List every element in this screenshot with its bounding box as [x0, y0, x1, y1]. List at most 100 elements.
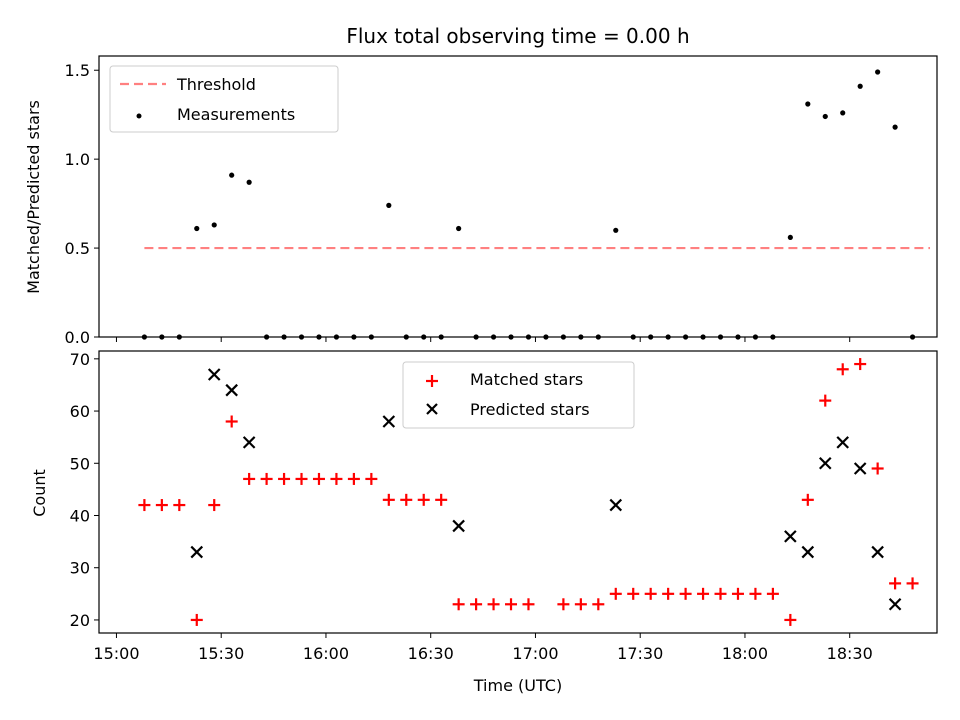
matched-star-point	[330, 472, 343, 485]
x-tick-label: 18:30	[827, 644, 873, 663]
x-tick-label: 18:00	[722, 644, 768, 663]
top-legend: Threshold Measurements	[109, 65, 339, 133]
measurement-point	[875, 69, 881, 75]
measurement-point	[211, 222, 217, 228]
predicted-star-point	[452, 519, 465, 533]
measurement-point	[386, 202, 392, 208]
measurement-point	[857, 83, 863, 89]
predicted-star-point	[836, 436, 850, 449]
predicted-star-point	[382, 415, 396, 428]
measurement-point	[229, 172, 235, 178]
chart-title: Flux total observing time = 0.00 h	[346, 24, 689, 48]
bottom-y-tick-label: 70	[70, 350, 90, 369]
matched-star-point	[155, 499, 168, 512]
matched-star-point	[714, 587, 727, 600]
predicted-star-point	[225, 383, 238, 397]
measurement-point	[333, 334, 340, 340]
measurement-point	[805, 101, 811, 107]
predicted-stars-points	[190, 368, 902, 611]
measurement-point	[525, 334, 532, 340]
bottom-legend-box	[402, 361, 635, 429]
matched-star-point	[225, 415, 238, 428]
measurement-point	[665, 334, 671, 340]
measurement-point	[141, 334, 147, 340]
top-y-axis-label: Matched/Predicted stars	[24, 100, 43, 294]
matched-star-point	[592, 598, 605, 611]
measurement-point	[543, 334, 549, 340]
matched-star-point	[854, 358, 867, 371]
bottom-y-tick-label: 20	[70, 611, 90, 630]
matched-star-point	[574, 598, 587, 611]
measurement-point	[630, 334, 636, 340]
matched-star-point	[505, 598, 518, 611]
matched-star-point	[173, 499, 186, 512]
matched-star-point	[278, 472, 291, 485]
top-y-tick-label: 1.0	[65, 150, 90, 169]
matched-star-point	[452, 598, 465, 611]
top-x-ticks	[115, 337, 851, 342]
measurement-point	[438, 334, 444, 340]
matched-star-point	[697, 587, 710, 600]
bottom-y-tick-label: 40	[70, 507, 90, 526]
measurement-point	[560, 334, 566, 340]
measurement-point	[421, 334, 427, 340]
top-y-tick-label: 1.5	[65, 61, 90, 80]
measurement-point	[246, 179, 252, 185]
bottom-y-tick-label: 60	[70, 402, 90, 421]
measurement-point	[613, 227, 619, 233]
top-y-tick-label: 0.0	[65, 328, 90, 347]
matched-star-point	[417, 493, 430, 506]
measurement-point	[735, 334, 741, 340]
bottom-y-tick-label: 30	[70, 559, 90, 578]
matched-star-point	[871, 462, 884, 475]
bottom-panel: 20 30 40 50 60 70 15:00 15:30 16:00 16:30 17:00 17…	[30, 350, 938, 695]
legend-predicted-label: Predicted stars	[470, 400, 590, 419]
legend-matched-label: Matched stars	[470, 370, 583, 389]
matched-star-point	[731, 587, 744, 600]
measurement-point	[508, 334, 514, 340]
x-tick-label: 17:00	[512, 644, 558, 663]
matched-star-point	[400, 493, 413, 506]
measurement-point	[909, 334, 916, 340]
matched-star-point	[801, 493, 814, 506]
x-tick-label: 15:30	[198, 644, 244, 663]
measurement-point	[368, 334, 374, 340]
x-tick-label: 15:00	[93, 644, 139, 663]
matched-star-point	[766, 587, 779, 600]
bottom-y-axis-label: Count	[30, 469, 49, 517]
x-axis-label: Time (UTC)	[473, 676, 562, 695]
measurement-point	[648, 334, 654, 340]
x-tick-label: 17:30	[617, 644, 663, 663]
measurement-point	[351, 334, 357, 340]
measurement-point	[194, 225, 200, 232]
matched-star-point	[644, 587, 657, 600]
predicted-star-point	[784, 530, 797, 543]
measurement-points	[141, 69, 916, 340]
matched-stars-points	[138, 358, 919, 626]
measurement-point	[281, 334, 287, 340]
matched-star-point	[295, 472, 308, 485]
matched-star-point	[889, 577, 902, 590]
measurement-point	[840, 110, 846, 116]
matched-star-point	[784, 613, 797, 626]
predicted-star-point	[801, 545, 815, 559]
legend-measurements-label: Measurements	[177, 105, 295, 124]
top-legend-box	[109, 65, 339, 133]
matched-star-point	[435, 493, 448, 506]
matched-star-point	[627, 587, 640, 600]
measurement-point	[264, 334, 270, 340]
matched-star-point	[679, 587, 692, 600]
matched-star-point	[557, 598, 570, 611]
top-y-ticks: 0.0 0.5 1.0 1.5	[65, 61, 99, 347]
predicted-star-point	[242, 436, 256, 449]
matched-star-point	[208, 499, 221, 512]
legend-measurements-swatch	[136, 113, 142, 119]
matched-star-point	[190, 613, 203, 626]
measurement-point	[752, 334, 759, 340]
measurement-point	[683, 334, 689, 340]
predicted-star-point	[818, 456, 832, 470]
matched-star-point	[522, 598, 535, 611]
x-tick-label: 16:30	[408, 644, 454, 663]
bottom-y-ticks: 20 30 40 50 60 70	[70, 350, 99, 630]
matched-star-point	[609, 587, 622, 600]
